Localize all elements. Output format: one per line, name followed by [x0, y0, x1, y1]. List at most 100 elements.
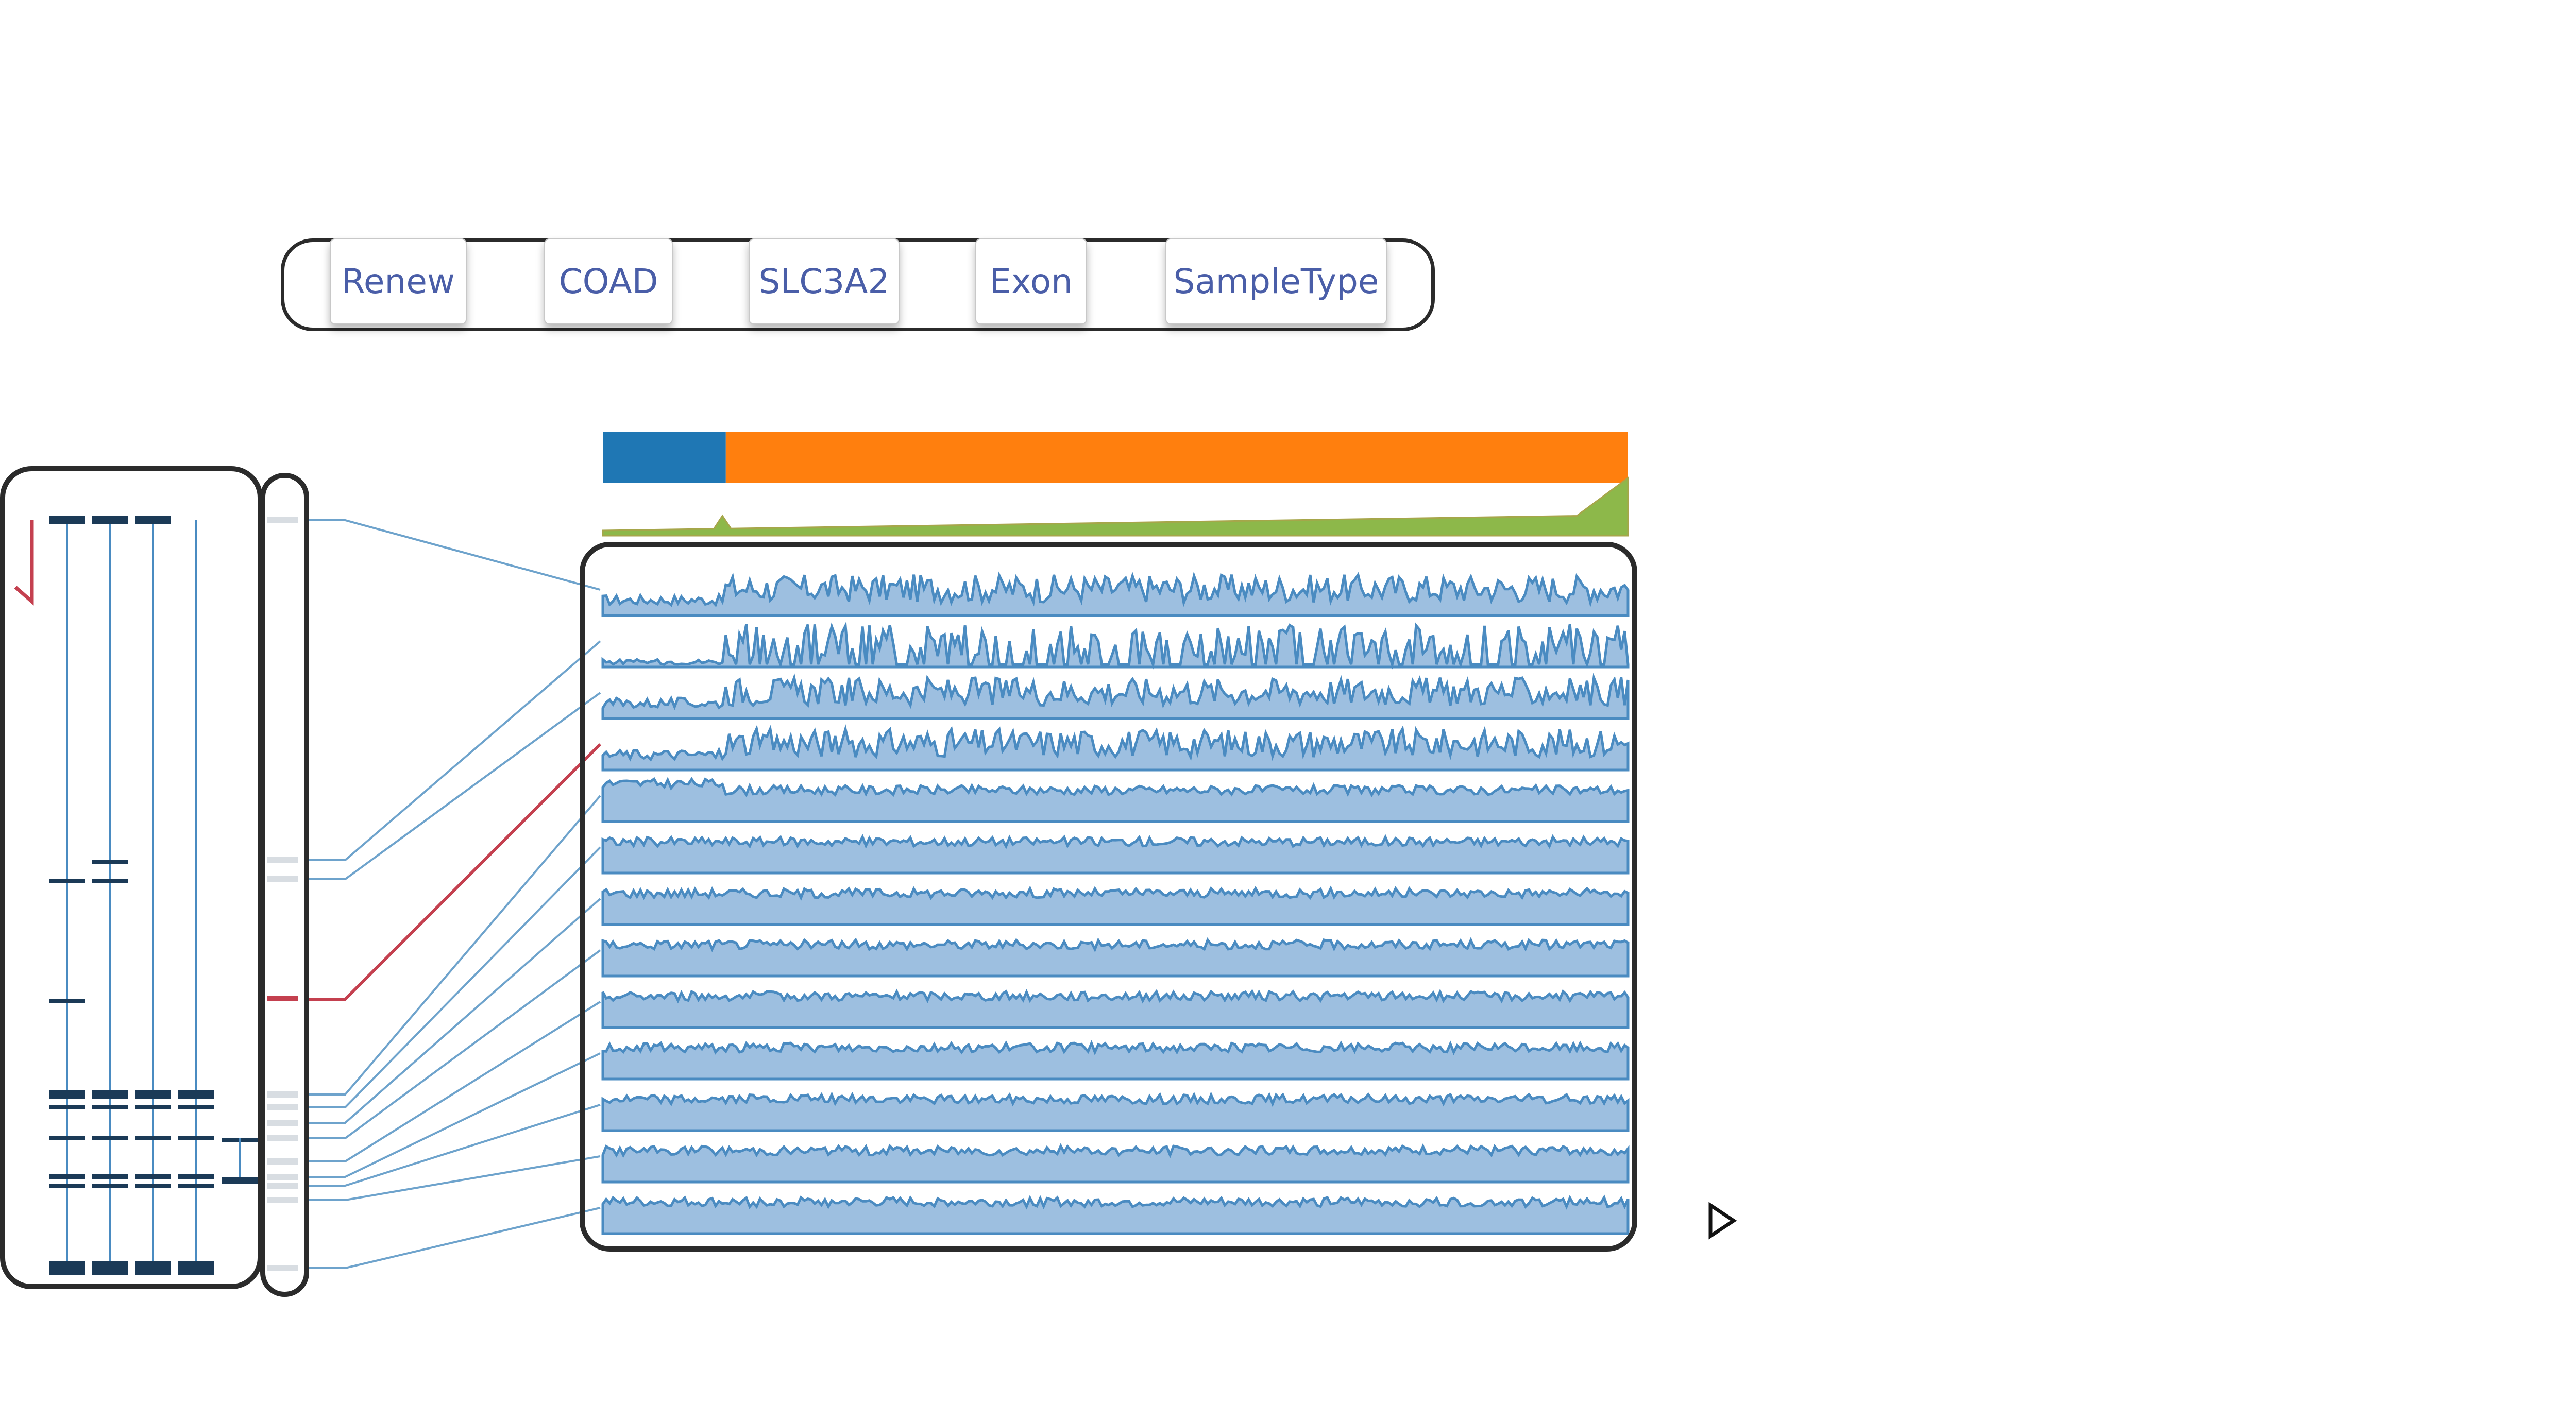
exon-index-mark [267, 517, 298, 523]
expression-track [601, 1039, 1630, 1081]
expression-track [601, 777, 1630, 823]
exon-block [135, 1090, 171, 1099]
expression-track [601, 834, 1630, 875]
expression-track [601, 1194, 1630, 1235]
exon-block [222, 1177, 258, 1184]
connector-line [307, 1104, 601, 1187]
exon-index-mark [267, 1183, 298, 1189]
track-area [601, 777, 1630, 823]
renew-button[interactable]: Renew [330, 238, 467, 324]
coverage-track [602, 476, 1629, 537]
connector-line [307, 640, 601, 861]
track-area [601, 1039, 1630, 1081]
exon-block [135, 1184, 171, 1188]
connector-line [307, 1155, 601, 1201]
exon-block [135, 516, 171, 524]
exon-block [135, 1105, 171, 1109]
exon-block [92, 860, 128, 864]
expression-track [601, 1143, 1630, 1184]
track-area [601, 1091, 1630, 1132]
exon-block [135, 1136, 171, 1140]
connector-line [307, 1052, 601, 1178]
exon-index-mark [267, 1091, 298, 1098]
exon-index-mark [267, 1120, 298, 1126]
track-area [601, 885, 1630, 926]
exon-button[interactable]: Exon [975, 238, 1087, 324]
expression-tracks [601, 571, 1630, 1235]
track-area [601, 724, 1630, 772]
exon-block [92, 1174, 128, 1179]
expression-track [601, 988, 1630, 1029]
exon-block [178, 1184, 214, 1188]
exon-block [178, 1090, 214, 1099]
exon-index-mark [267, 1197, 298, 1203]
exon-index-mark [267, 1104, 298, 1110]
connector-line [307, 949, 601, 1139]
exon-block [49, 1090, 85, 1099]
exon-index-mark [267, 876, 298, 882]
sampletype-button[interactable]: SampleType [1165, 238, 1387, 324]
track-area [601, 1194, 1630, 1235]
connector-line [307, 795, 601, 1096]
exon-block [92, 1090, 128, 1099]
play-triangle-icon[interactable] [1708, 1202, 1737, 1240]
gene-button[interactable]: SLC3A2 [749, 238, 900, 324]
category-bar [603, 432, 1628, 483]
exon-index-mark [267, 1158, 298, 1165]
exon-index-panel[interactable] [260, 473, 309, 1297]
exon-block [178, 1136, 214, 1140]
isoform-panel [0, 466, 263, 1289]
exon-block [49, 1105, 85, 1109]
connector-line [307, 1207, 601, 1269]
connector-line [307, 846, 601, 1108]
exon-index-column [267, 517, 298, 1271]
exon-index-mark [267, 1174, 298, 1180]
isoform-structures [14, 516, 258, 1275]
highlight-marker [14, 520, 34, 606]
isoform-transcript [49, 516, 85, 1275]
track-area [601, 988, 1630, 1029]
track-area [601, 571, 1630, 617]
category-segment-b [725, 432, 1628, 483]
connector-line [307, 1001, 601, 1162]
exon-index-mark [267, 1135, 298, 1141]
exon-block [135, 1174, 171, 1179]
exon-block [92, 1136, 128, 1140]
exon-block [92, 1105, 128, 1109]
exon-block [49, 999, 85, 1003]
track-area [601, 937, 1630, 978]
exon-block [49, 1184, 85, 1188]
expression-track [601, 937, 1630, 978]
isoform-transcript [92, 516, 128, 1275]
connector-line [307, 692, 601, 880]
exon-index-mark [267, 857, 298, 863]
category-segment-a [603, 432, 726, 483]
exon-block [49, 1174, 85, 1179]
exon-block [92, 1184, 128, 1188]
expression-track [601, 1091, 1630, 1132]
highlight-connector [307, 743, 602, 1001]
isoform-transcript [135, 516, 171, 1275]
connector-line [307, 898, 601, 1124]
exon-block [92, 879, 128, 883]
play-button[interactable] [1708, 1202, 1737, 1240]
exon-block [178, 1174, 214, 1179]
exon-block [49, 1261, 85, 1275]
exon-block [92, 1261, 128, 1275]
exon-block [49, 516, 85, 524]
track-area [601, 673, 1630, 720]
exon-index-mark [267, 1265, 298, 1271]
expression-track [601, 724, 1630, 772]
track-area [601, 621, 1630, 670]
exon-block [135, 1261, 171, 1275]
expression-track [601, 885, 1630, 926]
track-area [601, 1143, 1630, 1184]
exon-block [49, 1136, 85, 1140]
exon-index-mark [267, 996, 298, 1001]
exon-block [178, 1105, 214, 1109]
exon-block [49, 879, 85, 883]
coad-button[interactable]: COAD [544, 238, 673, 324]
expression-track [601, 621, 1630, 670]
expression-track [601, 571, 1630, 617]
